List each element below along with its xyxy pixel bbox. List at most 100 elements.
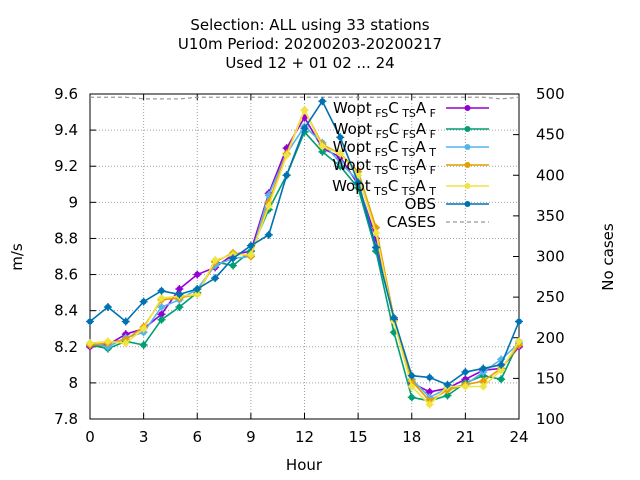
x-tick-label: 9 [246,428,256,446]
data-point [264,201,273,210]
y-tick-label: 9.2 [54,157,78,175]
data-point [211,256,220,265]
x-tick-label: 0 [85,428,95,446]
data-point [497,375,506,384]
legend-marker [464,162,471,168]
legend-marker [464,105,471,111]
data-point [336,149,345,158]
x-axis-label: Hour [286,456,323,474]
y2-tick-label: 150 [536,369,565,387]
data-point [497,366,506,375]
data-point [246,241,255,250]
series-line [89,125,520,399]
y2-tick-label: 250 [536,288,565,306]
data-point [461,368,470,377]
x-tick-label: 15 [349,428,368,446]
chart-title-line-2: U10m Period: 20200203-20200217 [177,35,443,53]
grid-lines [90,94,519,419]
data-point [354,178,363,187]
data-point [300,124,309,133]
data-point [139,324,148,333]
data-point [157,294,166,303]
data-point [389,313,398,322]
y-tick-label: 8 [68,374,78,392]
tick-labels: 0 3 6 9 12 15 18 21 24 7.8 8 8.2 8.4 8.6 8.8 9 9.2 9.4 9.6… [54,85,565,446]
data-point [282,171,291,180]
y2-tick-label: 200 [536,329,565,347]
data-point [193,270,202,279]
data-point [443,380,452,389]
legend-marker [464,126,471,132]
data-point [157,315,166,324]
data-point [497,360,506,369]
y2-tick-label: 450 [536,126,565,144]
data-point [318,97,327,106]
legend-label: Wopt TSC TSA F [332,156,436,177]
data-point [372,229,380,238]
y2-tick-label: 500 [536,85,565,103]
legend-label: CASES [387,213,436,231]
data-point [246,250,255,259]
x-tick-label: 18 [402,428,421,446]
data-point [425,400,434,409]
legend-marker [464,144,471,150]
legend-label: OBS [405,195,436,213]
data-point [139,297,148,306]
legend-marker [464,201,471,207]
chart-title-line-3: Used 12 + 01 02 ... 24 [225,54,395,72]
data-point [121,339,130,348]
legend-marker [464,183,471,189]
data-point [300,106,309,115]
legend-label: Wopt FSC TSA F [333,99,436,120]
y2-tick-label: 400 [536,166,565,184]
data-point [229,261,237,270]
y-tick-label: 9 [68,193,78,211]
y-tick-label: 8.8 [54,229,78,247]
legend-item: OBS [405,195,489,213]
data-point [407,393,416,402]
series-line [89,116,520,393]
data-point [157,310,166,319]
data-point [211,274,220,283]
data-point [175,290,184,299]
data-point [139,340,148,349]
data-point [479,364,488,373]
data-point [86,317,94,326]
data-point [157,286,166,295]
data-point [86,339,94,348]
data-point [515,337,523,346]
series-5 [86,97,523,389]
data-point [336,158,345,167]
data-point [229,254,237,263]
data-point [175,303,184,312]
series-line [89,100,520,386]
x-tick-label: 6 [192,428,202,446]
legend-item: Wopt FSC TSA F [333,99,489,120]
data-point [372,243,380,252]
x-tick-label: 24 [509,428,528,446]
data-point [193,285,202,293]
y-tick-label: 7.8 [54,410,78,428]
axes [89,93,520,420]
legend-item: Wopt TSC TSA F [332,156,489,177]
y-tick-label: 9.6 [54,85,78,103]
data-point [103,303,112,312]
data-point [336,133,345,142]
data-point [103,337,112,346]
series-line [89,109,520,402]
cases-line [90,96,520,100]
data-point [318,147,327,156]
data-point [318,142,327,151]
data-point [264,230,273,239]
data-point [515,317,523,326]
y2-tick-label: 300 [536,248,565,266]
y-tick-label: 9.4 [54,121,78,139]
y-tick-label: 8.6 [54,266,78,284]
data-point [121,317,130,326]
data-point [157,303,166,312]
y2-axis-label: No cases [599,223,617,291]
legend-item: CASES [387,213,489,231]
data-point [407,371,416,380]
y2-tick-label: 350 [536,207,565,225]
